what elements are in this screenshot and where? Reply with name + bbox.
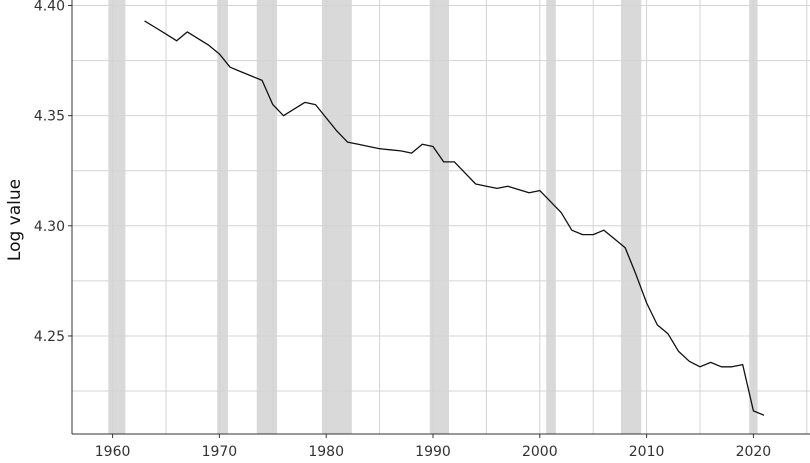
shaded-period — [256, 0, 278, 434]
x-tick-label: 1970 — [202, 444, 238, 460]
grid-lines — [72, 0, 810, 434]
y-axis-label: Log value — [5, 179, 25, 261]
x-tick-label: 1980 — [308, 444, 344, 460]
x-tick-labels: 1960 1970 1980 1990 2000 2010 2020 — [95, 444, 771, 460]
x-tick-label: 2000 — [522, 444, 558, 460]
x-tick-label: 2010 — [629, 444, 665, 460]
series-line — [144, 20, 765, 416]
y-tick-label: 4.40 — [34, 0, 65, 15]
shaded-period — [546, 0, 556, 434]
shaded-period — [108, 0, 126, 434]
y-tick-label: 4.30 — [34, 219, 65, 235]
y-tick-label: 4.35 — [34, 109, 65, 125]
shaded-period — [321, 0, 352, 434]
y-tick-label: 4.25 — [34, 329, 65, 345]
x-tick-label: 1960 — [95, 444, 131, 460]
x-tick-label: 1990 — [415, 444, 451, 460]
x-tick-label: 2020 — [736, 444, 772, 460]
axes — [68, 0, 810, 438]
y-tick-labels: 4.25 4.30 4.35 4.40 — [34, 0, 65, 345]
shaded-period — [620, 0, 642, 434]
shaded-period — [217, 0, 228, 434]
shaded-period — [429, 0, 450, 434]
series-line-layer — [144, 20, 765, 416]
